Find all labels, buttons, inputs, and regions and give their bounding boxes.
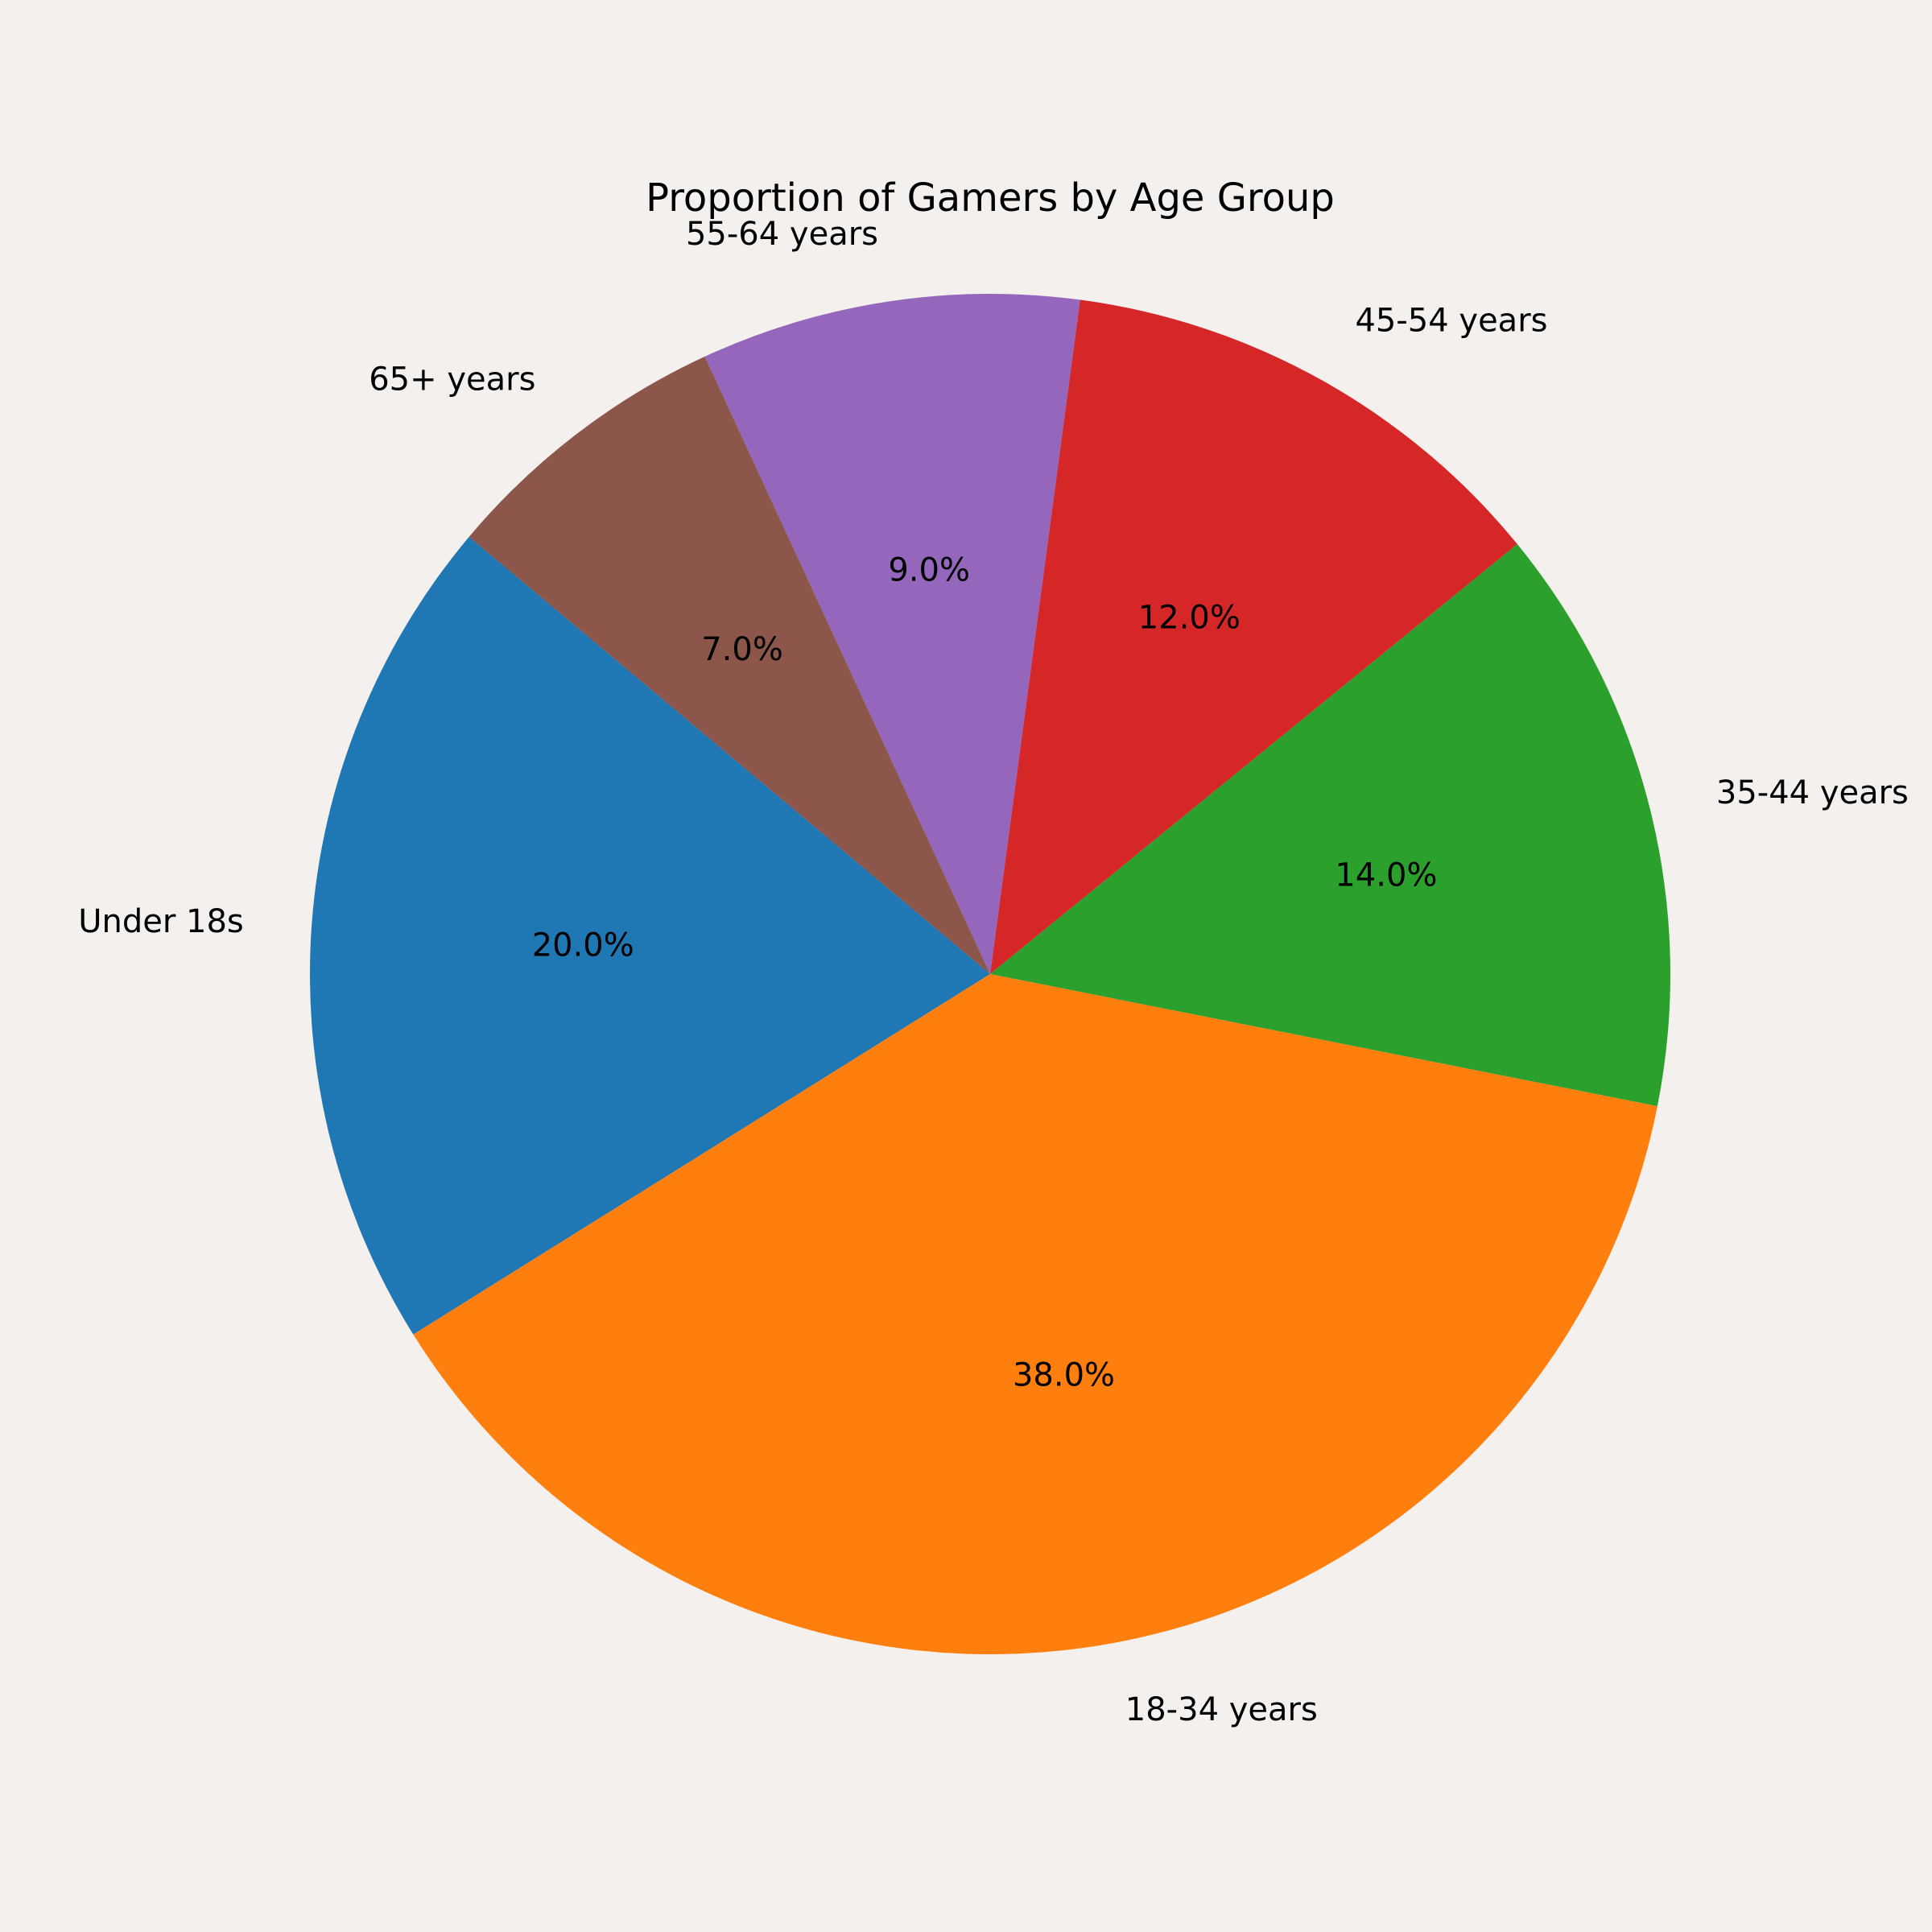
pie-slice-45-54-years [990,299,1517,975]
chart-title: Proportion of Gamers by Age Group [646,175,1335,221]
percentage-label: 9.0% [888,552,970,589]
percentage-label: 12.0% [1138,599,1241,636]
percentage-label: 7.0% [701,631,783,668]
pie-slice-65-years [469,356,990,974]
percentage-label: 20.0% [532,927,634,964]
pie-slice-18-34-years [413,974,1657,1654]
category-label: 45-54 years [1355,303,1547,340]
category-label: 65+ years [369,361,535,398]
pie-labels: Under 18s 20.0% 18-34 years 38.0% 35-44 year… [78,216,1909,1728]
pie-slice-35-44-years [990,543,1670,1107]
pie-slices [310,294,1670,1654]
pie-slice-under-18s [310,536,990,1335]
category-label: 55-64 years [686,216,878,253]
percentage-label: 38.0% [1013,1357,1115,1394]
pie-slice-55-64-years [704,294,1080,974]
category-label: 35-44 years [1716,774,1909,811]
category-label: 18-34 years [1125,1691,1318,1728]
category-label: Under 18s [78,903,244,940]
percentage-label: 14.0% [1335,857,1437,894]
